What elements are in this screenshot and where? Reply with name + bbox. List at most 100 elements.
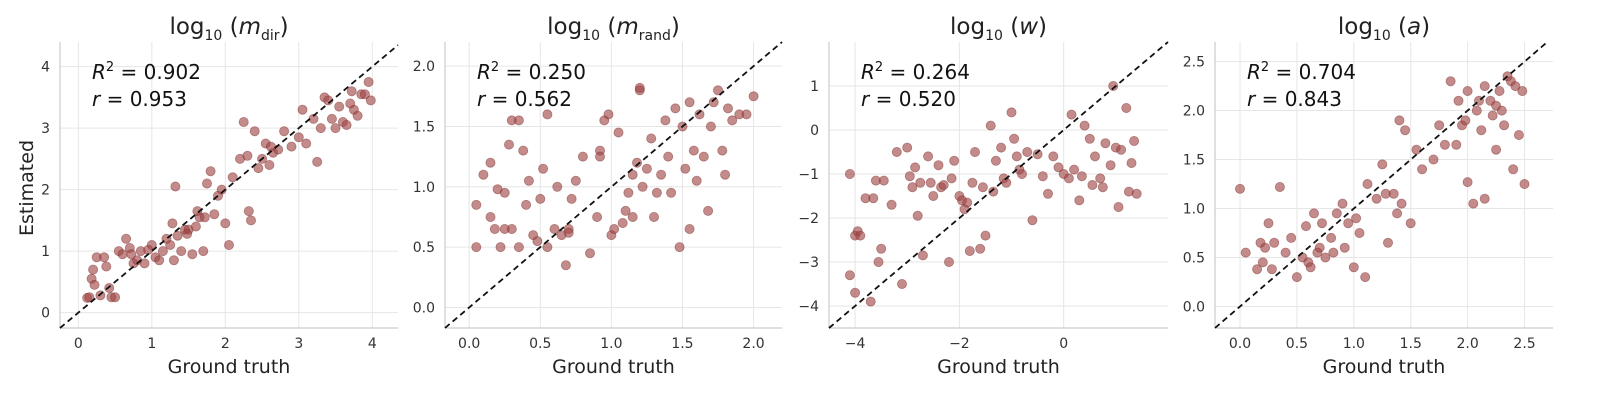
- data-point: [84, 292, 95, 303]
- data-point: [663, 151, 674, 162]
- x-tick-label: 0: [1059, 336, 1068, 352]
- y-tick-label: 1.5: [1183, 153, 1205, 169]
- data-point: [95, 290, 106, 301]
- data-point: [1339, 242, 1350, 253]
- data-point: [1074, 195, 1085, 206]
- x-axis-label: Ground truth: [1323, 356, 1446, 378]
- data-point: [1009, 133, 1020, 144]
- data-point: [1351, 213, 1362, 224]
- data-point: [623, 187, 634, 198]
- data-point: [1100, 138, 1111, 149]
- scatter-panel-2: 0.0 0.5 1.0 1.5 2.0 0.0 0.5 1.0 1.5 2.0 log10 (mra…: [413, 14, 783, 378]
- r2-annotation: R2 = 0.704: [1247, 60, 1356, 84]
- data-point: [1377, 159, 1388, 170]
- data-point: [1348, 262, 1359, 273]
- data-point: [1479, 81, 1490, 92]
- data-point: [925, 177, 936, 188]
- data-point: [485, 157, 496, 168]
- data-point: [855, 230, 866, 241]
- data-point: [1017, 168, 1028, 179]
- data-point: [238, 117, 249, 128]
- data-point: [1491, 100, 1502, 111]
- data-point: [603, 109, 614, 120]
- data-point: [220, 218, 231, 229]
- x-axis-label: Ground truth: [168, 356, 291, 378]
- data-point: [1462, 177, 1473, 188]
- data-point: [167, 218, 178, 229]
- data-point: [1087, 179, 1098, 190]
- data-point: [656, 169, 667, 180]
- data-point: [946, 173, 957, 184]
- data-point: [1260, 242, 1271, 253]
- r2-annotation: R2 = 0.264: [861, 60, 970, 84]
- data-point: [552, 181, 563, 192]
- data-point: [89, 279, 100, 290]
- data-point: [637, 181, 648, 192]
- identity-line: [828, 41, 1169, 329]
- data-point: [363, 77, 374, 88]
- data-point: [301, 138, 312, 149]
- data-point: [904, 171, 915, 182]
- y-tick-label: −4: [798, 299, 819, 315]
- data-point: [865, 296, 876, 307]
- data-point: [499, 223, 510, 234]
- data-point: [1286, 232, 1297, 243]
- data-point: [964, 245, 975, 256]
- scatter-panel-3: −4 −2 0 −4 −3 −2 −1 0 1 log10 (w) R2 = 0.264 r = 0.…: [798, 14, 1169, 378]
- data-point: [891, 146, 902, 157]
- data-point: [110, 292, 121, 303]
- data-point: [1129, 135, 1140, 146]
- data-point: [632, 157, 643, 168]
- data-point: [708, 97, 719, 108]
- data-point: [1113, 201, 1124, 212]
- x-tick-label: 2.0: [742, 336, 764, 352]
- data-point: [1471, 105, 1482, 116]
- r2-annotation: R2 = 0.250: [477, 60, 586, 84]
- r-annotation: r = 0.953: [92, 87, 187, 111]
- data-point: [666, 187, 677, 198]
- data-point: [1027, 215, 1038, 226]
- x-tick-label: 4: [368, 336, 377, 352]
- data-point: [585, 248, 596, 259]
- data-point: [592, 211, 603, 222]
- data-point: [535, 193, 546, 204]
- y-tick-label: 1: [41, 244, 50, 260]
- data-point: [985, 120, 996, 131]
- data-point: [684, 97, 695, 108]
- data-point: [315, 123, 326, 134]
- data-point: [1439, 139, 1450, 150]
- y-tick-label: 1.0: [413, 180, 435, 196]
- data-point: [694, 109, 705, 120]
- data-point: [1434, 120, 1445, 131]
- data-point: [741, 109, 752, 120]
- x-axis-label: Ground truth: [937, 356, 1060, 378]
- data-point: [1266, 264, 1277, 275]
- data-point: [1400, 125, 1411, 136]
- data-point: [1274, 181, 1285, 192]
- data-point: [1394, 115, 1405, 126]
- data-point: [242, 150, 253, 161]
- data-point: [1309, 208, 1320, 219]
- data-point: [1048, 151, 1059, 162]
- data-point: [723, 103, 734, 114]
- data-point: [345, 98, 356, 109]
- data-point: [1116, 144, 1127, 155]
- y-tick-label: 4: [41, 60, 50, 76]
- data-point: [1519, 178, 1530, 189]
- data-point: [566, 193, 577, 204]
- data-point: [1453, 95, 1464, 106]
- data-point: [341, 120, 352, 131]
- y-tick-label: 2: [41, 183, 50, 199]
- data-point: [915, 177, 926, 188]
- data-point: [910, 162, 921, 173]
- y-tick-label: 0: [810, 123, 819, 139]
- data-point: [1494, 86, 1505, 97]
- data-point: [713, 85, 724, 96]
- data-point: [844, 270, 855, 281]
- data-point: [542, 242, 553, 253]
- panel-title: log10 (a): [1338, 14, 1430, 44]
- data-point: [1079, 120, 1090, 131]
- data-point: [617, 217, 628, 228]
- data-point: [674, 242, 685, 253]
- data-point: [117, 249, 128, 260]
